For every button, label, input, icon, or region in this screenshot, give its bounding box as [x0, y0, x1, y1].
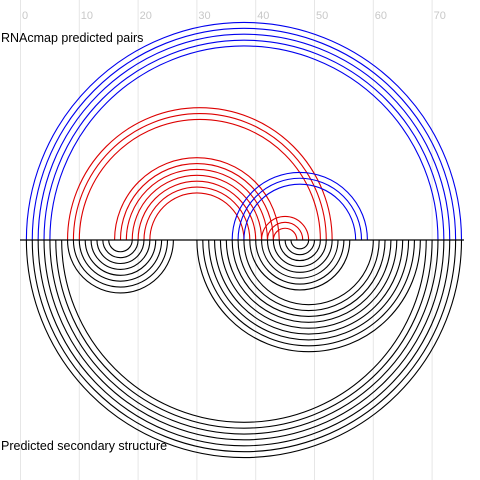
bottom-arc — [31, 239, 457, 453]
top-arc-blue — [231, 171, 368, 241]
bottom-arc — [102, 239, 139, 259]
tick-label: 30 — [198, 10, 210, 22]
tick-label: 10 — [81, 10, 93, 22]
bottom-arc — [255, 239, 345, 285]
bottom-label: Predicted secondary structure — [1, 439, 167, 453]
top-arc-blue — [43, 39, 445, 241]
top-arc-red — [143, 186, 251, 241]
bottom-arc — [249, 239, 351, 291]
top-arc-red — [119, 163, 274, 241]
bottom-arc — [61, 239, 427, 423]
bottom-arc — [202, 239, 416, 347]
tick-label: 40 — [257, 10, 269, 22]
top-label: RNAcmap predicted pairs — [1, 31, 143, 45]
top-arc-blue — [37, 33, 451, 241]
bottom-arc — [290, 239, 310, 250]
bottom-arc — [208, 239, 410, 341]
tick-labels: 0 10 20 30 40 50 60 70 — [22, 10, 446, 22]
top-arc-red — [72, 113, 327, 241]
bottom-arc — [231, 239, 386, 317]
bottom-arc — [278, 239, 321, 262]
bottom-arc — [84, 239, 157, 276]
bottom-arc — [272, 239, 327, 268]
top-arcs — [25, 21, 463, 241]
top-arc-red — [131, 174, 263, 241]
top-arc-blue — [243, 183, 357, 241]
bottom-arc — [284, 239, 316, 256]
top-arc-red — [266, 221, 304, 241]
bottom-arc — [237, 239, 380, 312]
bottom-arc — [43, 239, 445, 441]
bottom-arc — [49, 239, 439, 435]
bottom-arc — [66, 239, 174, 294]
bottom-arc — [108, 239, 133, 253]
top-arc-blue — [237, 177, 363, 241]
bottom-arc — [90, 239, 151, 270]
top-arc-red — [125, 168, 269, 241]
top-arc-red — [272, 227, 298, 241]
tick-label: 70 — [434, 10, 446, 22]
tick-label: 0 — [22, 10, 28, 22]
top-arc-blue — [25, 21, 463, 241]
bottom-arc — [72, 239, 169, 288]
tick-label: 20 — [140, 10, 152, 22]
top-arc-blue — [31, 27, 457, 241]
bottom-arc — [266, 239, 333, 273]
bottom-arc — [225, 239, 392, 323]
bottom-arc — [96, 239, 145, 264]
tick-label: 60 — [375, 10, 387, 22]
bottom-arc — [78, 239, 163, 282]
bottom-arc — [243, 239, 374, 306]
tick-label: 50 — [316, 10, 328, 22]
bottom-arcs — [25, 239, 463, 459]
bottom-arc — [219, 239, 398, 329]
bottom-arc — [55, 239, 433, 429]
top-arc-red — [66, 107, 333, 241]
bottom-arc — [25, 239, 463, 459]
bottom-arc — [196, 239, 421, 353]
top-arc-blue — [49, 45, 439, 241]
bottom-arc — [261, 239, 339, 279]
top-arc-red — [149, 192, 245, 241]
top-arc-red — [114, 157, 280, 241]
bottom-arc — [37, 239, 451, 447]
top-arc-red — [261, 216, 310, 241]
bottom-arc — [213, 239, 404, 335]
